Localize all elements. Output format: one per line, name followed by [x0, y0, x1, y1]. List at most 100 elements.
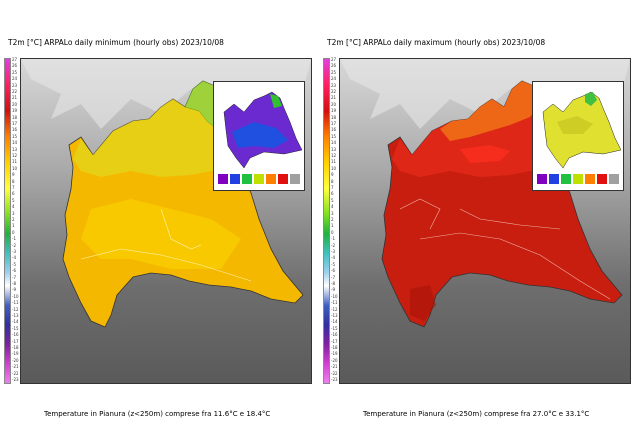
colorbar-tick-label: 6 — [331, 191, 334, 197]
colorbar-tick-label: -12 — [331, 306, 338, 312]
colorbar-tick-label: -22 — [331, 370, 338, 376]
colorbar-tick-label: 20 — [331, 101, 337, 107]
colorbar-tick-label: 21 — [331, 95, 337, 101]
inset-map — [532, 81, 624, 191]
panel-title: T2m [°C] ARPALo daily maximum (hourly ob… — [327, 38, 546, 47]
colorbar-tick-label: -6 — [12, 268, 16, 274]
colorbar-tick-label: -9 — [331, 287, 335, 293]
colorbar-tick-label: -6 — [331, 268, 335, 274]
colorbar-tick-label: 14 — [331, 140, 337, 146]
colorbar-tick-label: -20 — [331, 357, 338, 363]
colorbar-tick-label: 18 — [331, 114, 337, 120]
panel-title: T2m [°C] ARPALo daily minimum (hourly ob… — [8, 38, 224, 47]
min-temperature-map — [20, 58, 312, 384]
colorbar-tick-label: 7 — [331, 185, 334, 190]
colorbar-tick-label: -17 — [12, 338, 19, 344]
colorbar-tick-label: 27 — [12, 57, 18, 62]
colorbar-tick-label: -1 — [331, 236, 335, 242]
colorbar-tick-label: -14 — [12, 319, 19, 325]
max-temperature-map — [339, 58, 631, 384]
colorbar-tick-label: -3 — [331, 249, 335, 254]
colorbar-tick-label: -8 — [331, 281, 335, 286]
colorbar — [4, 58, 11, 384]
colorbar-tick-label: 26 — [331, 63, 337, 69]
colorbar-tick-label: -23 — [12, 377, 19, 382]
colorbar-tick-label: -13 — [331, 313, 338, 318]
colorbar-tick-label: -2 — [331, 242, 335, 248]
colorbar-tick-label: -3 — [12, 249, 16, 254]
colorbar-tick-label: 16 — [331, 127, 337, 133]
colorbar-tick-label: -14 — [331, 319, 338, 325]
colorbar-tick-label: -17 — [331, 338, 338, 344]
colorbar-tick-label: 12 — [12, 153, 18, 158]
colorbar-tick-label: 17 — [12, 121, 18, 126]
colorbar-tick-label: 11 — [331, 159, 337, 165]
colorbar-tick-label: 2 — [12, 217, 15, 222]
colorbar-tick-label: 15 — [12, 133, 18, 139]
colorbar-tick-label: 23 — [12, 82, 18, 88]
colorbar-tick-label: 4 — [331, 204, 334, 210]
colorbar-tick-label: -5 — [331, 261, 335, 267]
colorbar-tick-label: 22 — [12, 89, 18, 94]
colorbar-ticks: 27 26 25 24 23 22 21 20 19 18 17 16 15 14 13 12 11 10 9 8 7 6… — [12, 58, 22, 384]
colorbar-tick-label: -22 — [12, 370, 19, 376]
colorbar-tick-label: -16 — [12, 332, 19, 338]
colorbar-tick-label: -19 — [12, 351, 19, 357]
colorbar-tick-label: 24 — [12, 76, 18, 82]
colorbar-tick-label: 20 — [12, 101, 18, 107]
colorbar-tick-label: -15 — [331, 325, 338, 331]
colorbar-tick-label: -21 — [12, 364, 19, 370]
colorbar-tick-label: -20 — [12, 357, 19, 363]
colorbar-tick-label: 9 — [331, 172, 334, 178]
colorbar-tick-label: 5 — [12, 197, 15, 203]
colorbar-tick-label: 10 — [331, 165, 337, 171]
colorbar-tick-label: 8 — [331, 178, 334, 184]
colorbar-tick-label: -4 — [331, 255, 335, 261]
colorbar-tick-label: -16 — [331, 332, 338, 338]
colorbar-tick-label: 24 — [331, 76, 337, 82]
colorbar-tick-label: 18 — [12, 114, 18, 120]
colorbar-tick-label: -2 — [12, 242, 16, 248]
colorbar-tick-label: 19 — [12, 108, 18, 114]
colorbar-tick-label: -8 — [12, 281, 16, 286]
colorbar-tick-label: 4 — [12, 204, 15, 210]
colorbar-tick-label: -21 — [331, 364, 338, 370]
max-temperature-panel: T2m [°C] ARPALo daily maximum (hourly ob… — [323, 38, 633, 418]
colorbar — [323, 58, 330, 384]
colorbar-tick-label: -23 — [331, 377, 338, 382]
colorbar-tick-label: -19 — [331, 351, 338, 357]
colorbar-tick-label: -4 — [12, 255, 16, 261]
colorbar-tick-label: -11 — [12, 300, 19, 306]
colorbar-tick-label: 17 — [331, 121, 337, 126]
colorbar-tick-label: 5 — [331, 197, 334, 203]
min-temperature-panel: T2m [°C] ARPALo daily minimum (hourly ob… — [4, 38, 314, 418]
colorbar-tick-label: 2 — [331, 217, 334, 222]
colorbar-tick-label: 15 — [331, 133, 337, 139]
colorbar-tick-label: -5 — [12, 261, 16, 267]
colorbar-tick-label: 1 — [331, 223, 334, 229]
colorbar-tick-label: 11 — [12, 159, 18, 165]
colorbar-tick-label: 19 — [331, 108, 337, 114]
colorbar-tick-label: 3 — [331, 210, 334, 216]
colorbar-tick-label: -10 — [331, 293, 338, 299]
colorbar-tick-label: 16 — [12, 127, 18, 133]
colorbar-tick-label: 0 — [331, 229, 334, 235]
map-caption: Temperature in Pianura (z<250m) comprese… — [44, 410, 271, 418]
colorbar-tick-label: 13 — [12, 146, 18, 152]
colorbar-tick-label: 6 — [12, 191, 15, 197]
colorbar-tick-label: 7 — [12, 185, 15, 190]
colorbar-tick-label: 25 — [331, 69, 337, 75]
colorbar-tick-label: -9 — [12, 287, 16, 293]
colorbar-tick-label: -1 — [12, 236, 16, 242]
colorbar-tick-label: -11 — [331, 300, 338, 306]
colorbar-tick-label: 3 — [12, 210, 15, 216]
colorbar-tick-label: -12 — [12, 306, 19, 312]
colorbar-tick-label: 22 — [331, 89, 337, 94]
inset-map — [213, 81, 305, 191]
colorbar-tick-label: 27 — [331, 57, 337, 62]
colorbar-tick-label: 21 — [12, 95, 18, 101]
colorbar-tick-label: 26 — [12, 63, 18, 69]
colorbar-tick-label: 12 — [331, 153, 337, 158]
colorbar-tick-label: 8 — [12, 178, 15, 184]
colorbar-tick-label: -15 — [12, 325, 19, 331]
